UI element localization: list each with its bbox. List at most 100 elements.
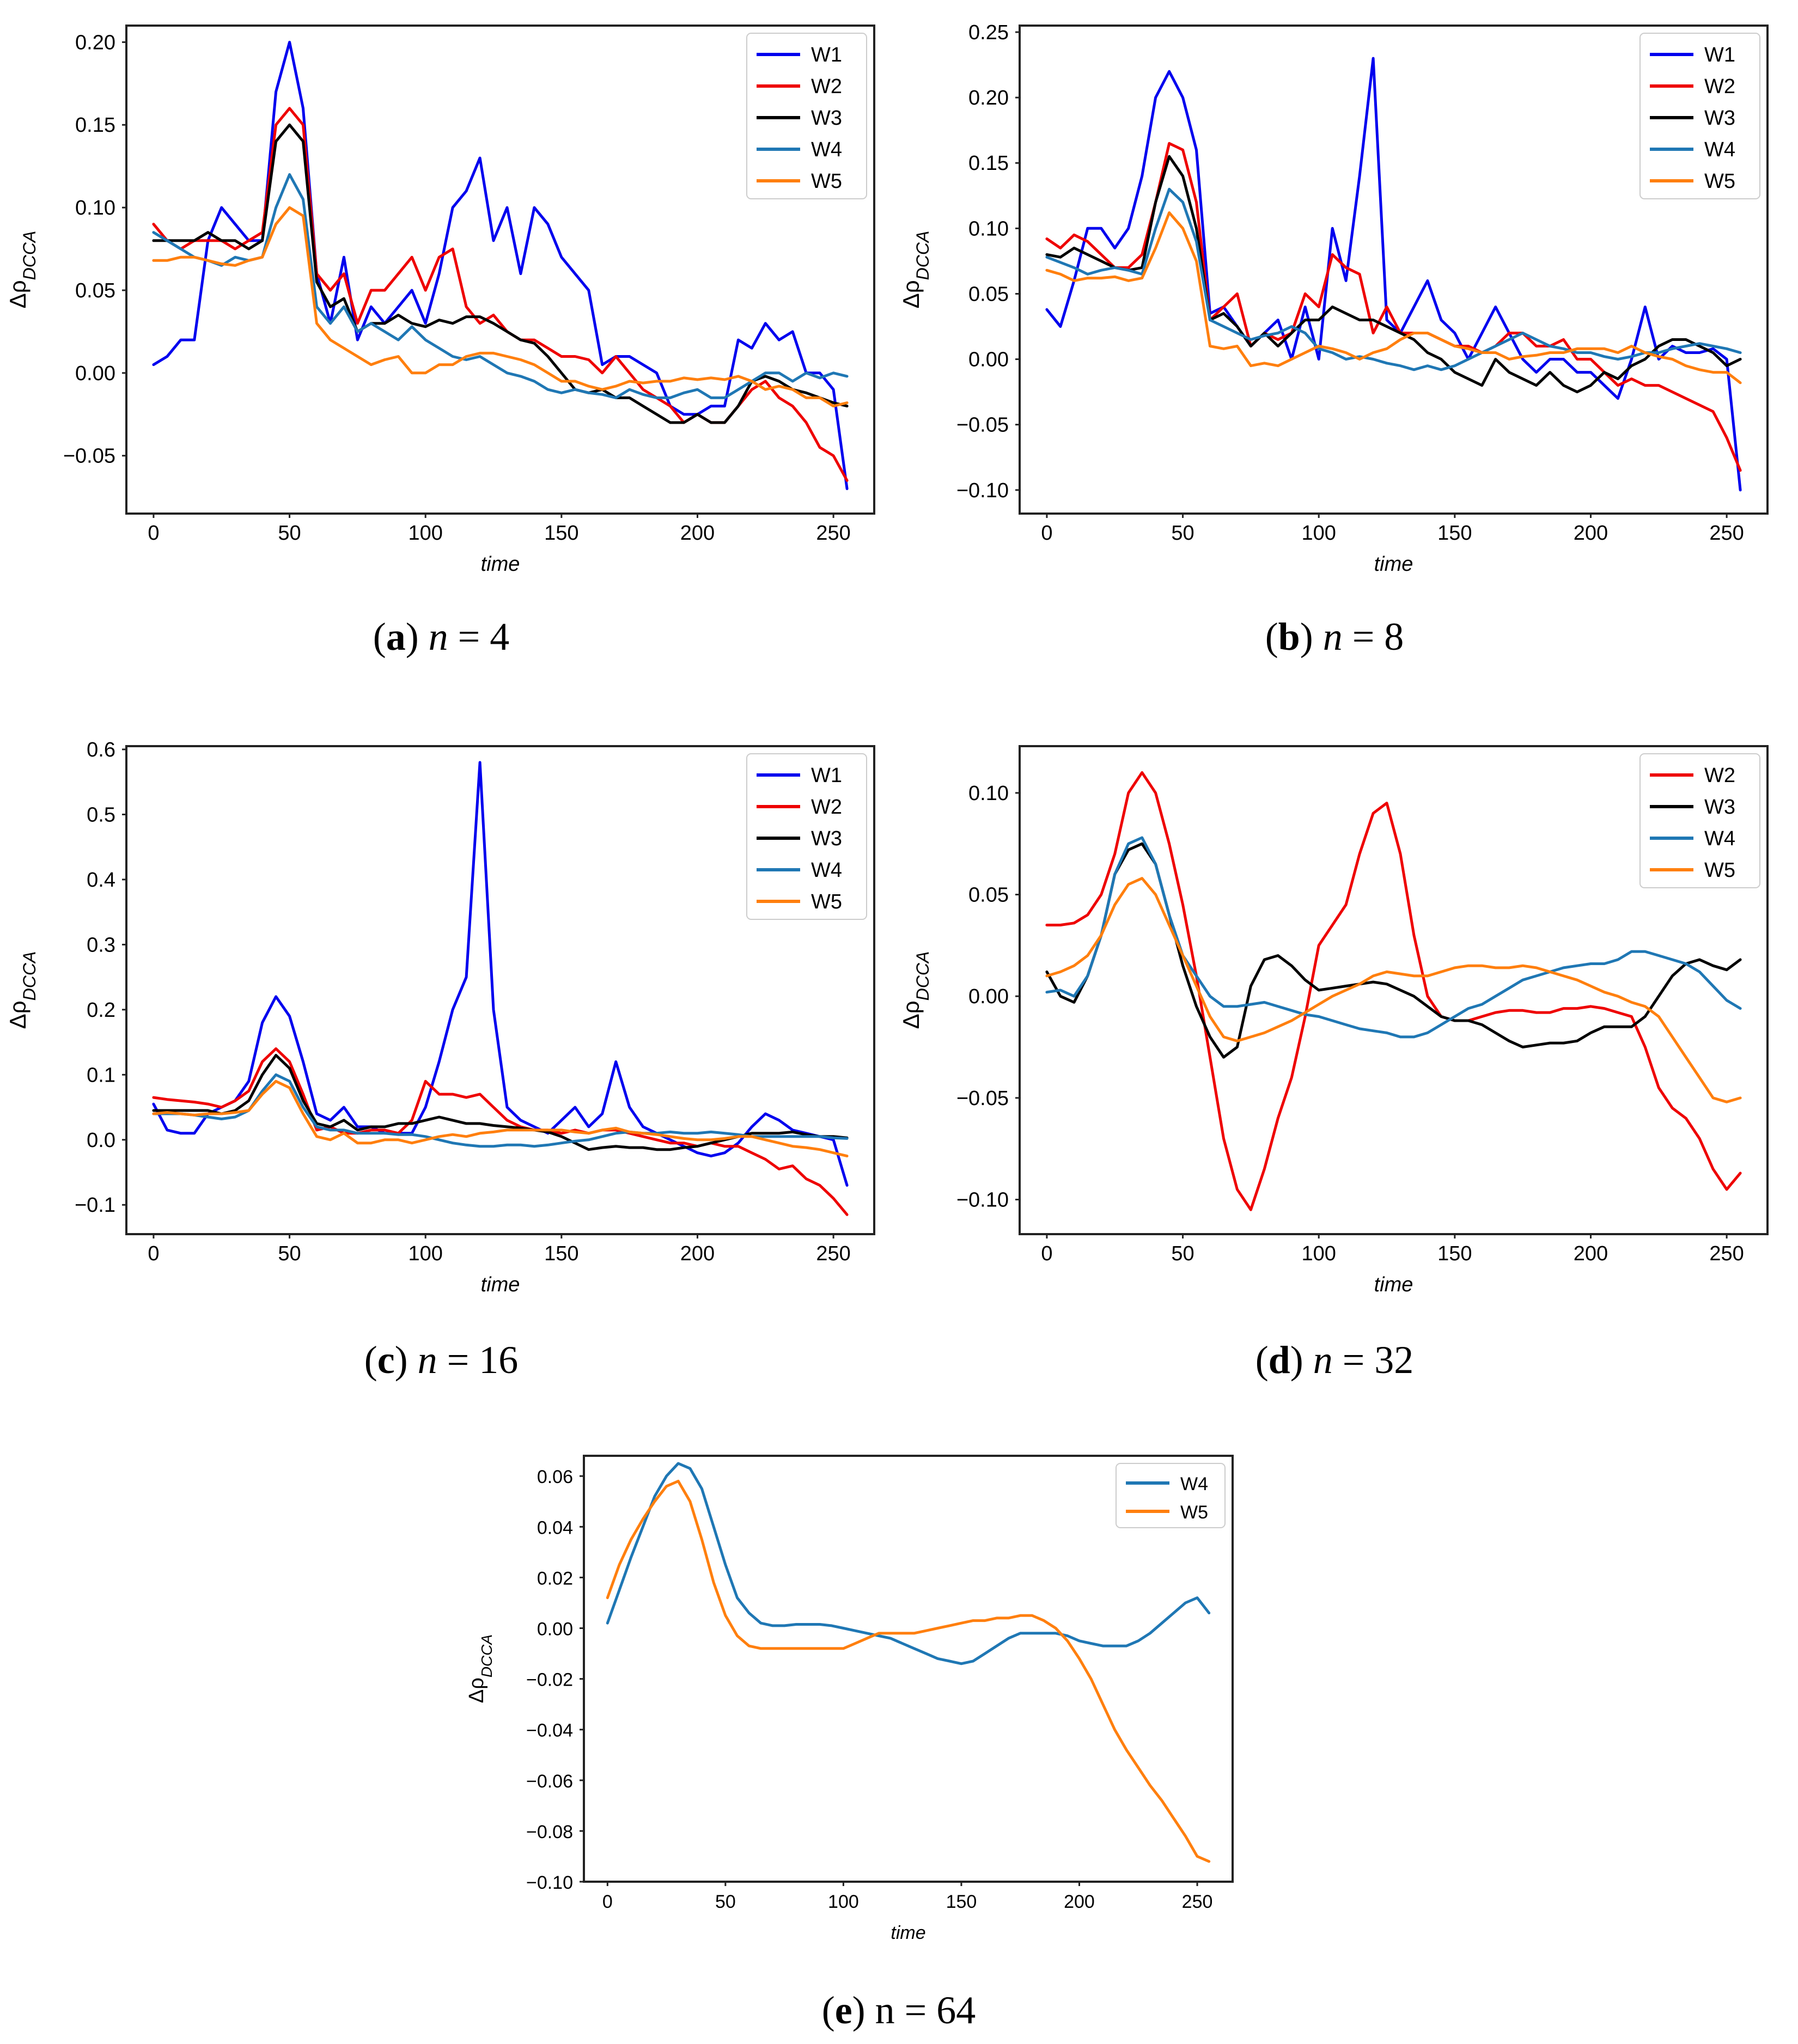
legend-label-w4: W4 — [811, 138, 842, 161]
legend-box — [1116, 1463, 1226, 1528]
series-group — [606, 1462, 1211, 1863]
legend-label-w1: W1 — [811, 764, 842, 787]
x-tick-label: 150 — [946, 1892, 977, 1912]
series-line-w5 — [1045, 211, 1742, 385]
x-tick-label: 100 — [408, 1242, 442, 1265]
x-tick-label: 0 — [148, 522, 159, 545]
x-tick-label: 250 — [1709, 522, 1744, 545]
y-tick-label: 0.00 — [75, 362, 115, 385]
series-line-w3 — [1045, 155, 1742, 394]
series-line-w2 — [152, 1047, 849, 1216]
panel-caption: (a) n = 4 — [373, 615, 510, 658]
x-tick-label: 0 — [1041, 1242, 1052, 1265]
y-tick-label: −0.10 — [956, 1189, 1009, 1212]
legend-label-w5: W5 — [1704, 170, 1735, 193]
x-tick-label: 250 — [1709, 1242, 1744, 1265]
y-tick-label: 0.25 — [968, 21, 1009, 44]
plot-frame — [583, 1455, 1234, 1883]
legend-label-w2: W2 — [1704, 75, 1735, 98]
y-tick-label: 0.00 — [968, 349, 1009, 371]
y-tick-label: 0.00 — [537, 1619, 573, 1640]
x-tick-label: 150 — [544, 522, 578, 545]
y-tick-label: 0.20 — [75, 31, 115, 54]
plot-frame — [125, 25, 875, 515]
series-line-w4 — [152, 173, 849, 399]
y-tick-label: 0.05 — [968, 283, 1009, 306]
legend-box — [746, 33, 867, 199]
y-axis-label: ΔρDCCA — [898, 951, 932, 1029]
y-tick-label: 0.6 — [87, 739, 115, 761]
x-tick-label: 150 — [1437, 522, 1472, 545]
x-tick-label: 100 — [1301, 1242, 1336, 1265]
series-group — [1045, 771, 1742, 1211]
legend-label-w1: W1 — [811, 44, 842, 66]
y-axis-label: ΔρDCCA — [5, 231, 39, 309]
series-line-w1 — [1045, 57, 1742, 492]
series-group — [152, 761, 849, 1216]
legend-label-w1: W1 — [1704, 44, 1735, 66]
x-tick-label: 50 — [278, 1242, 301, 1265]
legend-label-w3: W3 — [811, 827, 842, 850]
plot-frame — [125, 745, 875, 1235]
y-tick-label: −0.10 — [956, 479, 1009, 502]
y-axis-label: ΔρDCCA — [5, 951, 39, 1029]
x-tick-label: 50 — [1171, 1242, 1194, 1265]
x-tick-label: 0 — [148, 1242, 159, 1265]
x-tick-label: 250 — [1182, 1892, 1213, 1912]
panel-caption: (b) n = 8 — [1265, 615, 1404, 658]
x-tick-label: 200 — [1574, 522, 1608, 545]
y-tick-label: 0.10 — [968, 782, 1009, 805]
series-line-w2 — [1045, 142, 1742, 472]
x-tick-label: 200 — [1064, 1892, 1095, 1912]
x-axis-label: time — [481, 553, 520, 576]
y-tick-label: 0.05 — [75, 279, 115, 302]
series-line-w4 — [606, 1462, 1211, 1665]
legend: W1 W2 W3 W4 W5 — [746, 33, 867, 199]
y-tick-label: −0.10 — [526, 1872, 573, 1893]
legend-label-w2: W2 — [811, 75, 842, 98]
legend-box — [1639, 33, 1760, 199]
series-line-w5 — [606, 1480, 1211, 1863]
y-tick-label: 0.04 — [537, 1517, 573, 1538]
legend-label-w4: W4 — [1704, 138, 1735, 161]
y-tick-label: 0.05 — [968, 884, 1009, 907]
legend-label-w3: W3 — [1704, 796, 1735, 819]
y-tick-label: −0.04 — [526, 1720, 573, 1741]
x-tick-label: 250 — [816, 1242, 850, 1265]
chart-panel-e: 0 50 100 150 200 250 −0.10 −0.08 −0.06 −0.04 −0.02… — [465, 1455, 1234, 2032]
chart-panel-b: 0 50 100 150 200 250 −0.10 −0.05 0.00 0.05 0.10 0.1… — [898, 21, 1769, 658]
panel-caption: (e) n = 64 — [822, 1988, 976, 2032]
x-tick-label: 200 — [680, 1242, 715, 1265]
x-tick-label: 100 — [408, 522, 442, 545]
series-line-w5 — [1045, 877, 1742, 1103]
legend-box — [746, 753, 867, 920]
y-tick-label: 0.0 — [87, 1129, 115, 1152]
y-axis-label: ΔρDCCA — [465, 1634, 495, 1703]
y-tick-label: 0.02 — [537, 1568, 573, 1589]
legend-label-w5: W5 — [811, 890, 842, 913]
series-line-w3 — [152, 123, 849, 424]
legend: W1 W2 W3 W4 W5 — [746, 753, 867, 920]
legend-label-w4: W4 — [1704, 827, 1735, 850]
chart-panel-a: 0 50 100 150 200 250 −0.05 0.00 0.05 0.10 0.15 0.20… — [5, 25, 875, 658]
chart-panel-c: 0 50 100 150 200 250 −0.1 0.0 0.1 0.2 0.3 0.4 0.5 0.6… — [5, 739, 875, 1382]
x-tick-label: 50 — [715, 1892, 736, 1912]
y-tick-label: 0.06 — [537, 1467, 573, 1487]
x-axis-label: time — [891, 1923, 925, 1943]
series-line-w4 — [1045, 836, 1742, 1039]
x-tick-label: 250 — [816, 522, 850, 545]
y-axis-label: ΔρDCCA — [898, 231, 932, 309]
y-tick-label: 0.2 — [87, 999, 115, 1022]
y-tick-label: 0.15 — [968, 152, 1009, 175]
panel-caption: (d) n = 32 — [1255, 1338, 1414, 1382]
chart-panel-d: 0 50 100 150 200 250 −0.10 −0.05 0.00 0.05 0.10 tim… — [898, 745, 1769, 1382]
series-line-w5 — [152, 206, 849, 408]
legend-label-w2: W2 — [811, 796, 842, 819]
plot-frame — [1019, 25, 1769, 515]
x-axis-label: time — [481, 1273, 520, 1296]
legend-box — [1639, 753, 1760, 888]
x-tick-label: 200 — [1574, 1242, 1608, 1265]
series-line-w1 — [152, 761, 849, 1187]
